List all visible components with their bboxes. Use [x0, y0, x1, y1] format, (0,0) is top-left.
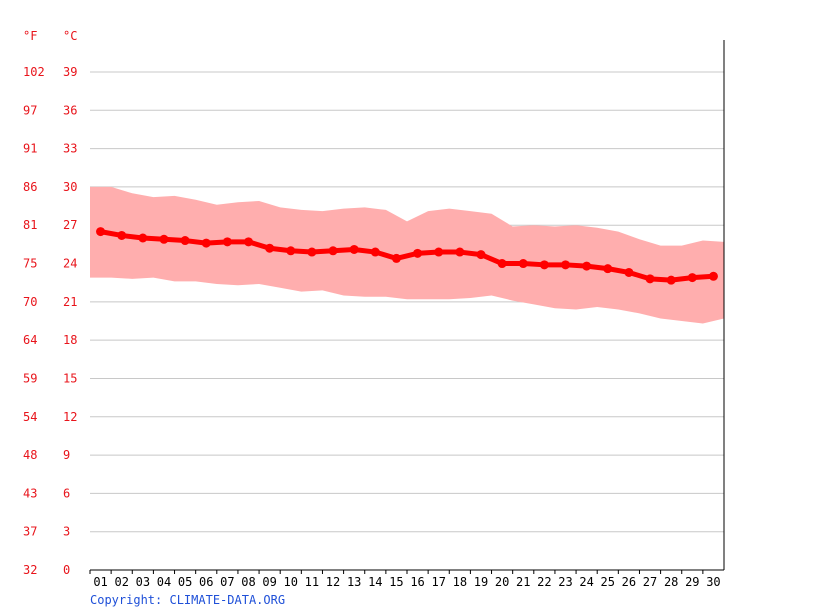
y-tick-celsius: 39 — [63, 65, 77, 79]
y-tick-fahrenheit: 97 — [23, 103, 37, 117]
x-tick-label: 19 — [474, 575, 488, 589]
y-tick-celsius: 12 — [63, 410, 77, 424]
y-tick-fahrenheit: 43 — [23, 486, 37, 500]
y-tick-fahrenheit: 37 — [23, 525, 37, 539]
mean-point — [370, 247, 380, 257]
y-tick-celsius: 3 — [63, 525, 70, 539]
fahrenheit-unit-label: °F — [23, 29, 37, 43]
mean-point — [328, 246, 338, 256]
y-tick-fahrenheit: 86 — [23, 180, 37, 194]
x-tick-label: 16 — [410, 575, 424, 589]
mean-point — [349, 244, 359, 254]
mean-point — [708, 271, 718, 281]
mean-point — [180, 236, 190, 246]
mean-point — [159, 234, 169, 244]
mean-point — [476, 250, 486, 260]
y-tick-fahrenheit: 32 — [23, 563, 37, 577]
x-tick-label: 04 — [157, 575, 171, 589]
y-tick-fahrenheit: 64 — [23, 333, 37, 347]
y-tick-celsius: 0 — [63, 563, 70, 577]
y-tick-fahrenheit: 70 — [23, 295, 37, 309]
x-tick-label: 28 — [664, 575, 678, 589]
mean-point — [117, 230, 127, 240]
y-tick-celsius: 18 — [63, 333, 77, 347]
y-tick-celsius: 24 — [63, 257, 77, 271]
x-tick-label: 18 — [453, 575, 467, 589]
mean-point — [307, 247, 317, 257]
x-tick-label: 21 — [516, 575, 530, 589]
x-tick-label: 14 — [368, 575, 382, 589]
x-tick-label: 08 — [241, 575, 255, 589]
mean-point — [518, 259, 528, 269]
mean-point — [455, 247, 465, 257]
mean-point — [539, 260, 549, 270]
mean-point — [286, 246, 296, 256]
mean-point — [391, 253, 401, 263]
y-tick-celsius: 36 — [63, 103, 77, 117]
mean-point — [582, 261, 592, 271]
x-tick-label: 29 — [685, 575, 699, 589]
mean-point — [96, 227, 106, 237]
x-tick-label: 17 — [431, 575, 445, 589]
x-tick-label: 12 — [326, 575, 340, 589]
x-tick-label: 10 — [284, 575, 298, 589]
x-tick-label: 15 — [389, 575, 403, 589]
mean-point — [624, 267, 634, 277]
x-tick-label: 01 — [93, 575, 107, 589]
x-tick-label: 30 — [706, 575, 720, 589]
y-tick-fahrenheit: 91 — [23, 142, 37, 156]
celsius-unit-label: °C — [63, 29, 77, 43]
mean-point — [603, 264, 613, 274]
y-tick-celsius: 21 — [63, 295, 77, 309]
axes: 3910236973391308627812475217018641559125… — [23, 40, 725, 589]
mean-point — [666, 275, 676, 285]
x-tick-label: 09 — [262, 575, 276, 589]
mean-point — [561, 260, 570, 270]
y-tick-fahrenheit: 81 — [23, 218, 37, 232]
x-tick-label: 13 — [347, 575, 361, 589]
mean-point — [645, 274, 655, 284]
y-tick-fahrenheit: 54 — [23, 410, 37, 424]
mean-point — [201, 238, 211, 248]
mean-point — [265, 243, 275, 253]
x-tick-label: 24 — [579, 575, 593, 589]
y-tick-celsius: 15 — [63, 371, 77, 385]
mean-point — [687, 273, 697, 283]
x-tick-label: 03 — [136, 575, 150, 589]
mean-point — [413, 248, 423, 258]
x-tick-label: 05 — [178, 575, 192, 589]
mean-point — [222, 237, 232, 247]
x-tick-label: 06 — [199, 575, 213, 589]
mean-point — [244, 237, 253, 247]
y-tick-celsius: 33 — [63, 142, 77, 156]
x-tick-label: 11 — [305, 575, 319, 589]
copyright-link[interactable]: Copyright: CLIMATE-DATA.ORG — [90, 593, 286, 607]
x-tick-label: 07 — [220, 575, 234, 589]
y-tick-fahrenheit: 48 — [23, 448, 37, 462]
y-tick-fahrenheit: 59 — [23, 371, 37, 385]
x-tick-label: 02 — [114, 575, 128, 589]
mean-point — [138, 233, 148, 243]
y-tick-celsius: 9 — [63, 448, 70, 462]
x-tick-label: 20 — [495, 575, 509, 589]
y-tick-celsius: 6 — [63, 486, 70, 500]
x-tick-label: 23 — [558, 575, 572, 589]
mean-temperature-series — [96, 227, 718, 285]
x-tick-label: 25 — [601, 575, 615, 589]
y-tick-fahrenheit: 102 — [23, 65, 45, 79]
mean-point — [434, 247, 444, 257]
mean-point — [497, 259, 507, 269]
x-tick-label: 27 — [643, 575, 657, 589]
x-tick-label: 22 — [537, 575, 551, 589]
y-tick-fahrenheit: 75 — [23, 257, 37, 271]
x-tick-label: 26 — [622, 575, 636, 589]
y-tick-celsius: 30 — [63, 180, 77, 194]
y-tick-celsius: 27 — [63, 218, 77, 232]
